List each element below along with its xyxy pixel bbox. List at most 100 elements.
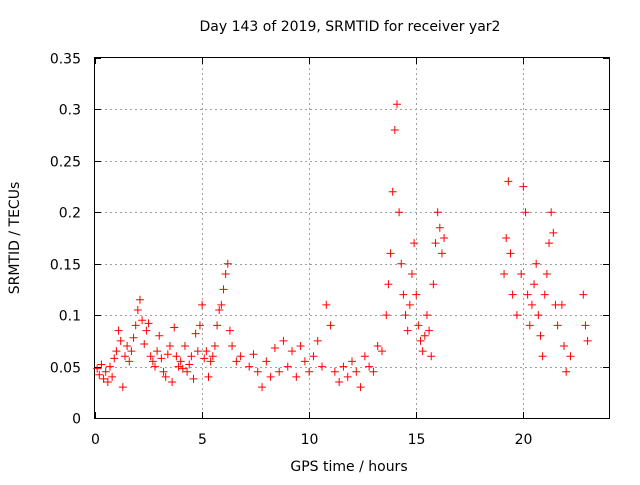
data-point — [429, 280, 438, 289]
data-point — [420, 331, 429, 340]
data-point — [208, 352, 217, 361]
data-point — [416, 336, 425, 345]
data-point — [425, 326, 434, 335]
data-point — [170, 323, 179, 332]
data-point — [339, 362, 348, 371]
data-point — [288, 347, 297, 356]
y-tick-label: 0.25 — [50, 155, 81, 171]
data-point — [120, 352, 129, 361]
data-point — [97, 360, 106, 369]
data-point — [431, 239, 440, 248]
data-point — [165, 342, 174, 350]
data-point — [101, 367, 110, 376]
data-point — [397, 259, 406, 268]
data-point — [202, 347, 211, 356]
data-point — [502, 234, 511, 242]
data-point — [532, 259, 541, 268]
data-point — [356, 383, 365, 392]
data-point — [557, 300, 566, 309]
data-point — [519, 182, 528, 191]
ticks-layer: 0 0.05 0.1 0.15 0.2 0.25 0.3 0.35 0 5 10 15 20 — [50, 52, 609, 448]
data-point — [506, 249, 515, 258]
data-point — [579, 290, 588, 299]
data-point — [326, 321, 335, 330]
data-point — [249, 350, 258, 359]
data-point — [330, 367, 339, 376]
data-point — [215, 306, 224, 314]
data-point — [309, 352, 318, 361]
data-point — [562, 367, 571, 376]
data-point — [123, 342, 132, 350]
data-point — [435, 223, 444, 232]
data-point — [172, 352, 181, 361]
data-point — [180, 342, 189, 350]
data-point — [360, 352, 369, 361]
data-point — [159, 367, 168, 376]
data-point — [155, 331, 164, 340]
data-point — [146, 352, 155, 361]
data-point — [93, 364, 102, 373]
data-point — [258, 383, 267, 392]
data-point — [536, 331, 545, 340]
data-point — [95, 370, 104, 379]
data-point — [560, 342, 569, 350]
data-point — [112, 347, 121, 356]
data-point — [103, 378, 112, 386]
data-point — [133, 306, 142, 314]
data-point — [187, 352, 196, 361]
data-point — [142, 326, 151, 335]
data-point — [108, 372, 117, 381]
data-point — [414, 321, 423, 330]
grid-layer — [95, 58, 609, 418]
data-point — [183, 367, 192, 376]
data-point — [217, 300, 226, 309]
y-axis-label: SRMTID / TECUs — [7, 182, 23, 295]
data-point — [538, 352, 547, 361]
data-point — [377, 347, 386, 356]
data-point — [236, 352, 245, 361]
data-point — [292, 372, 301, 381]
data-point — [118, 383, 127, 392]
data-point — [512, 311, 521, 320]
data-point — [547, 208, 556, 217]
y-tick-label: 0.05 — [50, 361, 81, 377]
data-point — [210, 342, 219, 350]
x-tick-label: 0 — [91, 432, 100, 448]
data-point — [200, 354, 209, 363]
data-point — [213, 321, 222, 330]
data-point — [508, 290, 517, 299]
data-point — [283, 362, 292, 371]
data-point — [189, 374, 198, 383]
data-point — [148, 357, 157, 366]
data-point — [534, 311, 543, 320]
data-point — [161, 372, 170, 381]
data-point — [135, 295, 144, 304]
data-point — [352, 367, 361, 376]
data-point — [527, 300, 536, 309]
data-point — [253, 367, 262, 376]
data-point — [407, 270, 416, 278]
data-point — [157, 354, 166, 363]
data-point — [176, 357, 185, 366]
data-point — [168, 378, 177, 386]
data-point — [521, 208, 530, 217]
data-point — [262, 357, 271, 366]
y-tick-label: 0.3 — [59, 103, 81, 119]
data-point — [386, 249, 395, 258]
data-point — [245, 362, 254, 371]
data-point — [500, 270, 509, 278]
data-point — [195, 321, 204, 330]
data-point — [191, 329, 200, 338]
data-point — [382, 311, 391, 320]
y-tick-label: 0.15 — [50, 258, 81, 274]
data-point — [322, 300, 331, 309]
data-point — [110, 354, 119, 363]
data-point — [296, 342, 305, 350]
chart-title: Day 143 of 2019, SRMTID for receiver yar… — [200, 19, 501, 35]
data-point — [221, 270, 230, 278]
data-point — [388, 187, 397, 196]
data-point — [223, 259, 232, 268]
data-point — [530, 280, 539, 289]
data-point — [553, 321, 562, 330]
data-point — [144, 319, 153, 328]
